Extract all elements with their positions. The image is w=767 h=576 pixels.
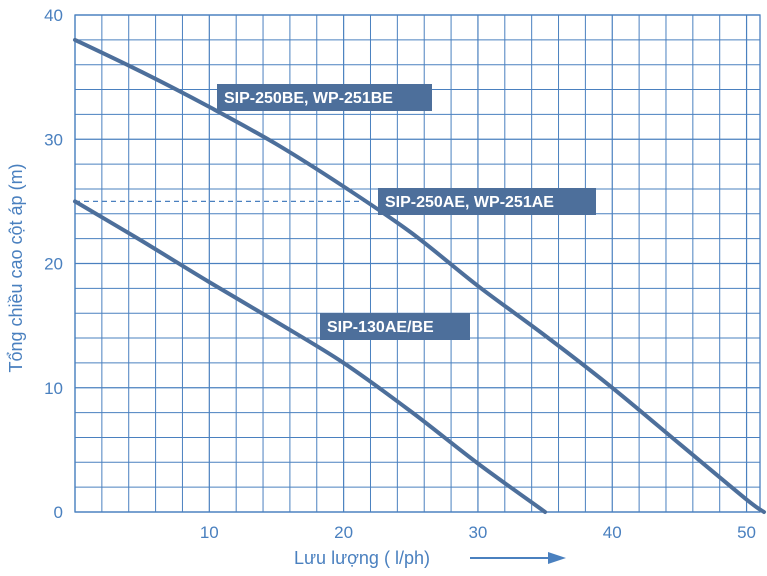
x-tick-label: 10	[200, 523, 219, 542]
y-tick-label: 20	[44, 255, 63, 274]
curve-label: SIP-250AE, WP-251AE	[385, 194, 554, 211]
y-tick-label: 10	[44, 379, 63, 398]
curve-2	[73, 199, 548, 514]
y-tick-label: 30	[44, 130, 63, 149]
x-tick-label: 40	[603, 523, 622, 542]
curve-labels: SIP-250BE, WP-251BE SIP-250AE, WP-251AE SI…	[217, 84, 596, 340]
tick-labels: 10 20 30 40 50 0 10 20 30 40	[44, 6, 756, 542]
x-tick-label: 20	[334, 523, 353, 542]
y-axis-title: Tổng chiều cao cột áp (m)	[6, 163, 26, 372]
y-tick-label: 40	[44, 6, 63, 25]
y-tick-label: 0	[54, 503, 63, 522]
curve-1	[73, 37, 766, 514]
curve-label-background	[217, 84, 432, 111]
x-tick-label: 50	[737, 523, 756, 542]
x-axis-arrow-icon	[470, 552, 566, 564]
x-tick-label: 30	[468, 523, 487, 542]
plot-border	[74, 14, 761, 513]
curves	[73, 37, 766, 514]
curve-label-background	[320, 313, 470, 340]
curve-label: SIP-130AE/BE	[327, 319, 434, 336]
curve-label: SIP-250BE, WP-251BE	[224, 90, 393, 107]
x-axis-title: Lưu lượng ( l/ph)	[294, 548, 430, 568]
curve-label-background	[378, 188, 596, 215]
